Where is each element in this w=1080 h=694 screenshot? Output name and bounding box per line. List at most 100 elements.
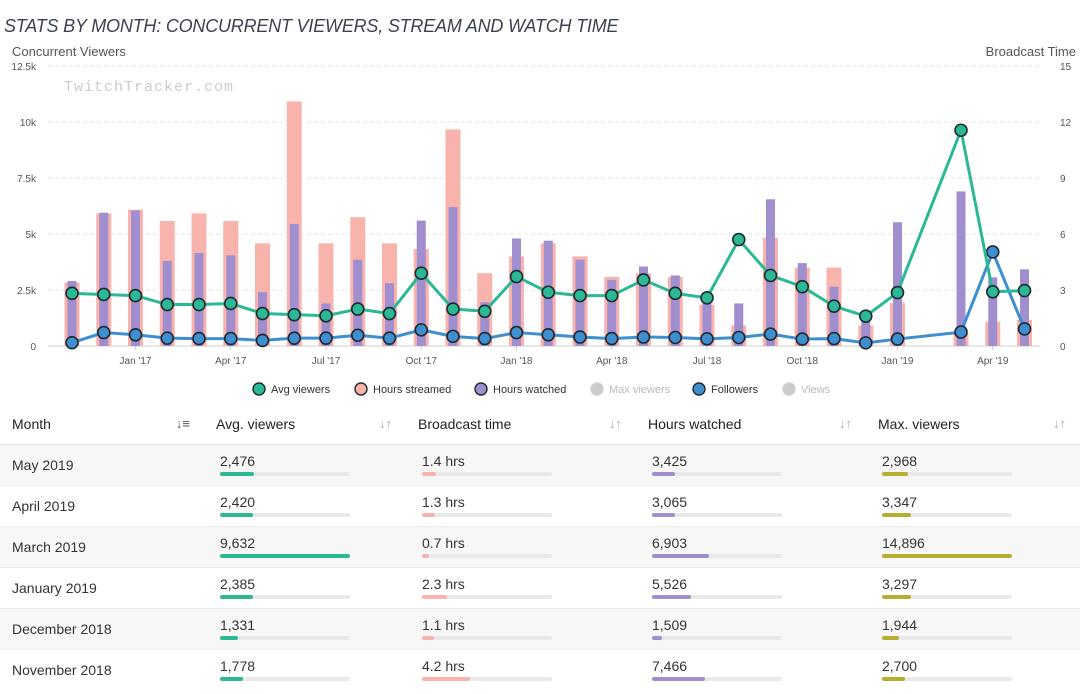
avg-viewers-line-point bbox=[573, 288, 587, 303]
followers-line-point bbox=[160, 331, 175, 345]
stats-table: Month ↓≡ Avg. viewers ↓↑ Broadcast time ↓↑ … bbox=[0, 404, 1080, 690]
x-tick-label: Jan '18 bbox=[501, 356, 533, 367]
legend-swatch[interactable] bbox=[252, 382, 266, 396]
sort-icon[interactable]: ↓↑ bbox=[609, 416, 622, 431]
avg-viewers-cell: 2,476 bbox=[204, 444, 406, 486]
hours-watched-value: 6,903 bbox=[652, 535, 688, 551]
avg-viewers-line-point bbox=[96, 287, 111, 302]
avg-viewers-bar-track bbox=[220, 636, 350, 640]
watermark: TwitchTracker.com bbox=[64, 79, 234, 96]
broadcast-time-value: 2.3 hrs bbox=[422, 576, 465, 592]
broadcast-time-value: 1.3 hrs bbox=[422, 494, 465, 510]
max-viewers-value: 3,347 bbox=[882, 494, 918, 510]
col-header-max-viewers[interactable]: Max. viewers ↓↑ bbox=[866, 404, 1080, 445]
y-left-tick-label: 0 bbox=[30, 342, 36, 353]
broadcast-time-bar-fill bbox=[422, 595, 447, 599]
hours-watched-bar-track bbox=[652, 595, 782, 599]
hours-watched-bar bbox=[480, 302, 490, 346]
hours-watched-bar bbox=[607, 279, 617, 346]
followers-line-point bbox=[319, 331, 333, 345]
broadcast-time-cell: 1.1 hrs bbox=[406, 608, 636, 650]
avg-viewers-line-point bbox=[541, 285, 556, 300]
avg-viewers-bar-track bbox=[220, 554, 350, 558]
avg-viewers-line-point bbox=[65, 286, 79, 301]
followers-line-point bbox=[287, 331, 302, 345]
hours-watched-bar bbox=[575, 259, 585, 346]
hours-watched-bar bbox=[702, 294, 712, 346]
hours-watched-bar-fill bbox=[652, 636, 662, 640]
avg-viewers-value: 9,632 bbox=[220, 535, 256, 551]
max-viewers-bar-track bbox=[882, 513, 1012, 517]
avg-viewers-line-point bbox=[414, 266, 429, 280]
hours-watched-bar bbox=[829, 286, 839, 346]
sort-icon[interactable]: ↓↑ bbox=[1053, 416, 1066, 431]
month-cell: April 2019 bbox=[0, 485, 204, 527]
legend-swatch[interactable] bbox=[474, 382, 488, 396]
broadcast-time-bar-track bbox=[422, 677, 552, 681]
y-right-tick-label: 12 bbox=[1060, 118, 1072, 129]
broadcast-time-cell: 1.4 hrs bbox=[406, 444, 636, 486]
avg-viewers-bar-track bbox=[220, 472, 350, 476]
avg-viewers-line-point bbox=[985, 284, 1000, 299]
hours-watched-bar bbox=[416, 220, 426, 346]
max-viewers-bar-fill bbox=[882, 677, 905, 681]
avg-viewers-cell: 2,385 bbox=[204, 567, 406, 609]
broadcast-time-bar-fill bbox=[422, 636, 434, 640]
y-left-tick-label: 2.5k bbox=[17, 286, 37, 297]
avg-viewers-cell: 9,632 bbox=[204, 526, 406, 568]
month-cell: May 2019 bbox=[0, 444, 204, 486]
max-viewers-bar-fill bbox=[882, 472, 908, 476]
legend-item-label[interactable]: Views bbox=[801, 384, 831, 396]
sort-desc-icon[interactable]: ↓≡ bbox=[175, 416, 190, 431]
hours-watched-bar bbox=[670, 275, 680, 346]
avg-viewers-bar-fill bbox=[220, 513, 253, 517]
legend-swatch[interactable] bbox=[692, 382, 706, 396]
broadcast-time-bar-track bbox=[422, 595, 552, 599]
legend-swatch[interactable] bbox=[590, 382, 604, 396]
hours-watched-value: 5,526 bbox=[652, 576, 688, 592]
broadcast-time-cell: 4.2 hrs bbox=[406, 649, 636, 690]
followers-line-point bbox=[255, 333, 270, 348]
y-left-axis-title: Concurrent Viewers bbox=[12, 44, 126, 59]
max-viewers-value: 2,700 bbox=[882, 658, 918, 674]
max-viewers-value: 3,297 bbox=[882, 576, 918, 592]
legend-item-label[interactable]: Avg viewers bbox=[271, 384, 331, 396]
col-header-avg-viewers[interactable]: Avg. viewers ↓↑ bbox=[204, 404, 406, 445]
legend-item-label[interactable]: Max viewers bbox=[609, 384, 671, 396]
avg-viewers-line-point bbox=[795, 279, 810, 294]
followers-line-point bbox=[668, 330, 683, 345]
col-header-broadcast-time[interactable]: Broadcast time ↓↑ bbox=[406, 404, 636, 445]
table-row: November 2018 1,778 4.2 hrs 7,466 2,700 bbox=[0, 649, 1080, 690]
month-cell: January 2019 bbox=[0, 567, 204, 609]
legend-swatch[interactable] bbox=[782, 382, 796, 396]
legend-swatch[interactable] bbox=[354, 382, 368, 396]
sort-icon[interactable]: ↓↑ bbox=[379, 416, 392, 431]
avg-viewers-line-point bbox=[477, 304, 492, 319]
hours-watched-value: 7,466 bbox=[652, 658, 688, 674]
followers-line-point bbox=[65, 335, 79, 350]
avg-viewers-cell: 1,331 bbox=[204, 608, 406, 650]
y-right-tick-label: 6 bbox=[1060, 230, 1066, 241]
avg-viewers-line-point bbox=[509, 269, 524, 284]
avg-viewers-line-point bbox=[382, 306, 397, 321]
avg-viewers-line-point bbox=[255, 306, 270, 321]
col-header-month[interactable]: Month ↓≡ bbox=[0, 404, 204, 445]
legend-item-label[interactable]: Hours watched bbox=[493, 384, 566, 396]
legend-item-label[interactable]: Hours streamed bbox=[373, 384, 451, 396]
avg-viewers-bar-track bbox=[220, 513, 350, 517]
broadcast-time-bar-track bbox=[422, 554, 552, 558]
y-left-tick-label: 10k bbox=[20, 118, 37, 129]
legend-item-label[interactable]: Followers bbox=[711, 384, 759, 396]
avg-viewers-bar-fill bbox=[220, 677, 243, 681]
avg-viewers-line-point bbox=[160, 297, 175, 312]
broadcast-time-cell: 1.3 hrs bbox=[406, 485, 636, 527]
hours-watched-cell: 5,526 bbox=[636, 567, 866, 609]
col-header-hours-watched[interactable]: Hours watched ↓↑ bbox=[636, 404, 866, 445]
avg-viewers-line-point bbox=[192, 297, 206, 312]
broadcast-time-bar-track bbox=[422, 472, 552, 476]
max-viewers-bar-fill bbox=[882, 595, 911, 599]
hours-watched-bar bbox=[512, 238, 521, 346]
sort-icon[interactable]: ↓↑ bbox=[839, 416, 852, 431]
hours-watched-bar-track bbox=[652, 636, 782, 640]
followers-line-point bbox=[414, 323, 429, 337]
